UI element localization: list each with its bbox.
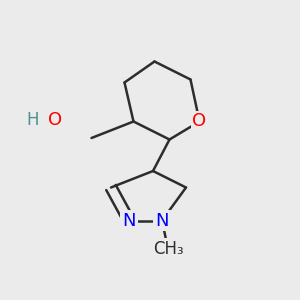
Text: O: O [48,111,63,129]
Text: CH₃: CH₃ [153,240,183,258]
Text: H: H [26,111,39,129]
Text: N: N [155,212,169,230]
Text: N: N [122,212,136,230]
Text: O: O [192,112,207,130]
